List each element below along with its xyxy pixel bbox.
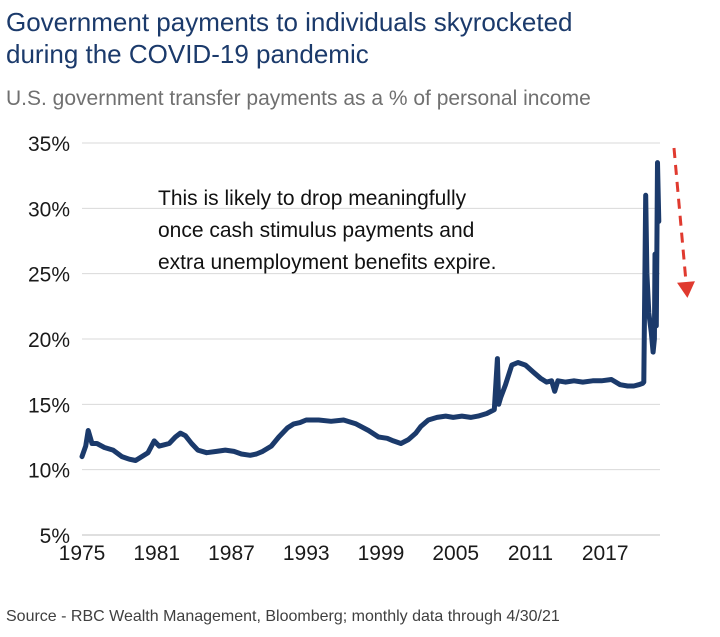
y-tick-label: 15% (28, 394, 70, 417)
annotation-text-line: extra unemployment benefits expire. (158, 251, 497, 274)
chart-subtitle: U.S. government transfer payments as a %… (6, 87, 591, 110)
chart-title-line-1: Government payments to individuals skyro… (6, 7, 573, 37)
annotation-arrow-head (677, 281, 695, 298)
x-tick-label: 2005 (432, 542, 479, 565)
annotation-text-line: once cash stimulus payments and (158, 219, 474, 242)
y-tick-label: 20% (28, 329, 70, 352)
x-tick-label: 2011 (508, 542, 553, 565)
source-note: Source - RBC Wealth Management, Bloomber… (6, 608, 560, 625)
x-tick-label: 1993 (283, 542, 330, 565)
chart-title-line-2: during the COVID-19 pandemic (6, 39, 369, 69)
x-tick-label: 1987 (208, 542, 255, 565)
y-tick-label: 30% (28, 198, 70, 221)
x-tick-label: 2017 (582, 542, 629, 565)
line-chart: 5% 10% 15% 20% 25% 30% 35% 1975 1981 1987 1993 1999… (28, 133, 695, 565)
annotation-arrow-shaft (672, 147, 688, 283)
chart-title: Government payments to individuals skyro… (6, 6, 706, 70)
y-tick-label: 35% (28, 133, 70, 156)
y-tick-label: 25% (28, 264, 70, 287)
y-tick-label: 5% (40, 525, 70, 548)
y-tick-label: 10% (28, 460, 70, 483)
x-tick-label: 1975 (59, 542, 106, 565)
series-line (79, 160, 662, 463)
x-tick-label: 1981 (133, 542, 180, 565)
x-tick-label: 1999 (358, 542, 405, 565)
annotation-text-line: This is likely to drop meaningfully (158, 187, 467, 210)
